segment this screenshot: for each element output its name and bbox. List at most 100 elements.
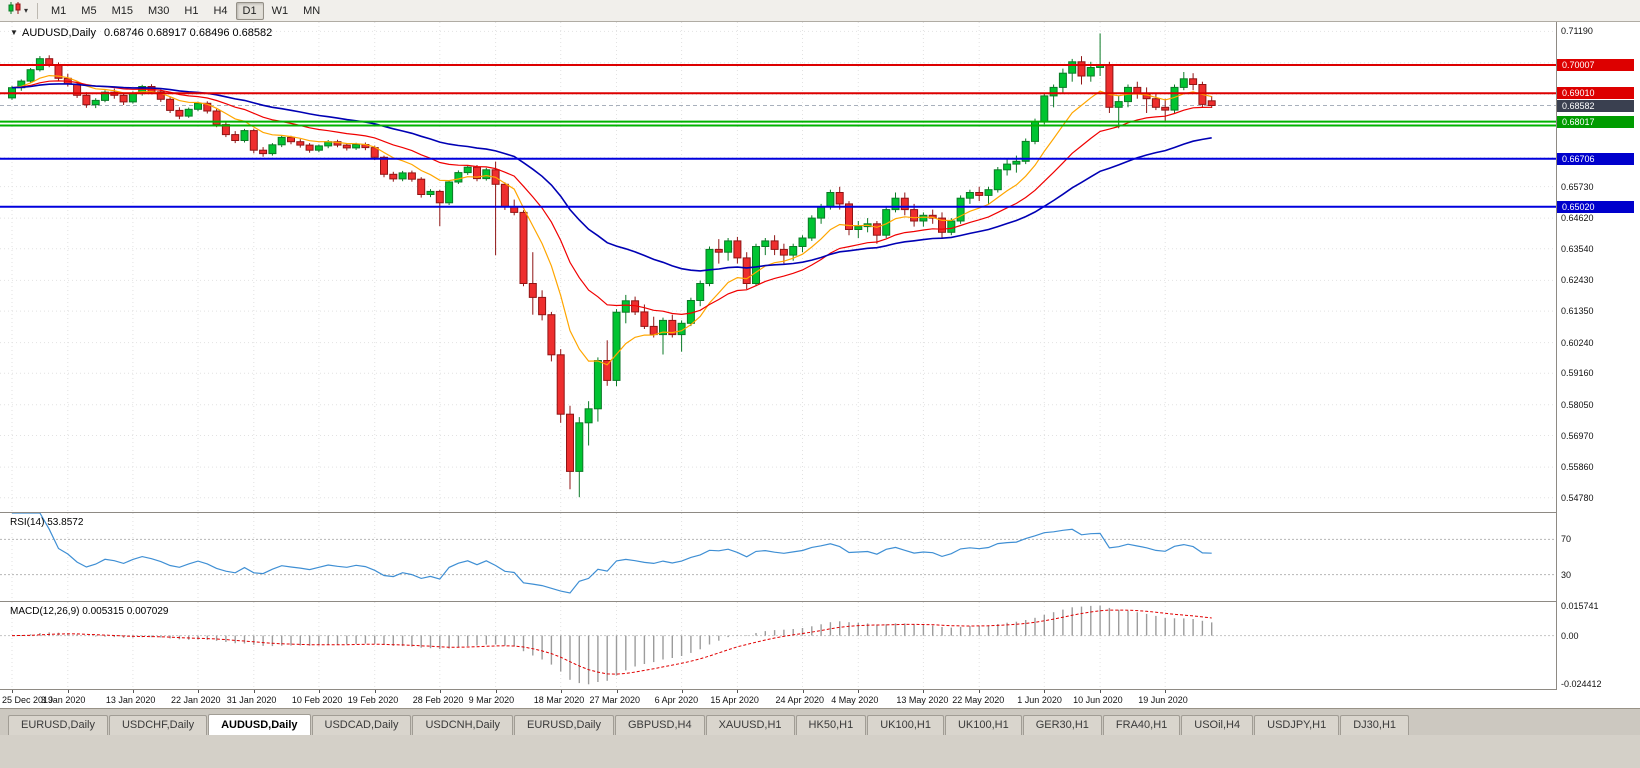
price-axis-label: 0.71190 xyxy=(1561,26,1593,37)
timeframe-button-m15[interactable]: M15 xyxy=(111,4,133,17)
date-tick xyxy=(616,690,618,693)
chevron-down-icon: ▾ xyxy=(24,6,29,15)
price-line-label: 0.65020 xyxy=(1557,200,1634,213)
tab-usoil-h4[interactable]: USOil,H4 xyxy=(1181,715,1254,735)
date-label: 4 May 2020 xyxy=(831,695,879,705)
timeframe-button-h1[interactable]: H1 xyxy=(184,4,199,17)
price-axis-label: 0.58050 xyxy=(1561,399,1594,410)
date-label: 27 Mar 2020 xyxy=(589,695,641,705)
tab-usdcad-daily[interactable]: USDCAD,Daily xyxy=(311,715,412,735)
price-line-label: 0.66706 xyxy=(1557,152,1634,165)
panel-separator[interactable] xyxy=(0,512,1640,513)
chart-type-dropdown[interactable]: ▾ xyxy=(4,0,31,21)
date-tick xyxy=(1044,690,1046,693)
date-label: 15 Apr 2020 xyxy=(710,695,759,705)
date-tick xyxy=(12,690,13,693)
price-axis-label: 0.63540 xyxy=(1561,243,1594,254)
axis-separator xyxy=(0,689,1640,690)
timeframe-button-w1[interactable]: W1 xyxy=(271,4,289,17)
rsi-level-label: 30 xyxy=(1561,569,1572,580)
tab-usdcnh-daily[interactable]: USDCNH,Daily xyxy=(412,715,514,735)
price-axis-label: 0.65730 xyxy=(1561,181,1594,192)
macd-scale-label: 0.015741 xyxy=(1561,601,1599,611)
macd-scale-label: -0.024412 xyxy=(1561,678,1602,689)
date-label: 10 Feb 2020 xyxy=(291,695,343,705)
date-tick xyxy=(318,690,320,693)
date-tick xyxy=(802,690,804,693)
price-axis-label: 0.54780 xyxy=(1561,492,1594,503)
tab-audusd-daily[interactable]: AUDUSD,Daily xyxy=(208,714,311,735)
macd-panel[interactable]: MACD(12,26,9) 0.005315 0.007029 xyxy=(0,602,1556,689)
rsi-chart[interactable] xyxy=(0,513,1556,601)
price-scale[interactable]: 0.71190 0.65730 0.64620 0.63540 0.62430 0.613… xyxy=(1557,22,1640,690)
tab-hk50-h1[interactable]: HK50,H1 xyxy=(795,715,867,735)
timeframe-button-mn[interactable]: MN xyxy=(303,4,321,17)
date-label: 19 Jun 2020 xyxy=(1138,695,1188,705)
date-label: 13 May 2020 xyxy=(896,695,949,705)
price-chart-panel[interactable]: ▼ AUDUSD,Daily 0.68746 0.68917 0.68496 0… xyxy=(0,22,1556,512)
date-label: 1 Jun 2020 xyxy=(1017,695,1062,705)
date-label: 25 Dec 2019 xyxy=(2,695,54,705)
date-tick xyxy=(439,690,441,693)
price-axis-label: 0.61350 xyxy=(1561,306,1594,317)
price-line-label: 0.70007 xyxy=(1557,59,1634,71)
date-label: 22 Jan 2020 xyxy=(171,695,221,705)
timeframe-button-m1[interactable]: M1 xyxy=(51,4,67,17)
date-label: 18 Mar 2020 xyxy=(533,695,585,705)
date-tick xyxy=(1100,690,1102,693)
date-label: 13 Jan 2020 xyxy=(105,695,156,705)
chart-collapse-icon[interactable]: ▼ xyxy=(10,28,18,37)
tab-eurusd-daily[interactable]: EURUSD,Daily xyxy=(514,715,614,735)
toolbar: ▾ M1 M5 M15 M30 H1 H4 D1 W1 MN xyxy=(0,0,1640,22)
price-axis-label: 0.64620 xyxy=(1561,213,1594,224)
price-axis-label: 0.59160 xyxy=(1561,368,1594,379)
date-tick xyxy=(1165,690,1167,693)
macd-scale-label: 0.00 xyxy=(1561,630,1579,641)
macd-chart[interactable] xyxy=(0,602,1556,689)
price-axis-label: 0.56970 xyxy=(1561,430,1594,441)
tab-uk100-h1[interactable]: UK100,H1 xyxy=(867,715,944,735)
date-label: 22 May 2020 xyxy=(952,695,1005,705)
timeframe-button-h4[interactable]: H4 xyxy=(213,4,228,17)
tab-ger30-h1[interactable]: GER30,H1 xyxy=(1022,715,1102,735)
date-label: 9 Mar 2020 xyxy=(468,695,515,705)
date-tick xyxy=(737,690,739,693)
price-axis-label: 0.62430 xyxy=(1561,275,1594,286)
toolbar-separator xyxy=(37,2,39,19)
candlestick-chart[interactable] xyxy=(0,22,1556,512)
tab-fra40-h1[interactable]: FRA40,H1 xyxy=(1102,715,1181,735)
rsi-level-label: 70 xyxy=(1561,534,1572,545)
tab-usdjpy-h1[interactable]: USDJPY,H1 xyxy=(1254,715,1340,735)
date-label: 31 Jan 2020 xyxy=(226,695,277,705)
date-tick xyxy=(560,690,562,693)
date-tick xyxy=(495,690,497,693)
rsi-panel[interactable]: RSI(14) 53.8572 xyxy=(0,513,1556,601)
timeframe-button-m30[interactable]: M30 xyxy=(147,4,170,17)
date-label: 10 Jun 2020 xyxy=(1073,695,1123,705)
price-axis-label: 0.55860 xyxy=(1561,462,1594,473)
price-axis-label: 0.60240 xyxy=(1561,337,1594,348)
tab-eurusd-daily[interactable]: EURUSD,Daily xyxy=(8,715,108,735)
date-axis[interactable]: 25 Dec 2019 3 Jan 2020 13 Jan 2020 22 Jan 2… xyxy=(0,690,1640,708)
date-tick xyxy=(681,690,683,693)
date-label: 19 Feb 2020 xyxy=(347,695,399,705)
timeframe-buttons: M1 M5 M15 M30 H1 H4 D1 W1 MN xyxy=(44,1,327,20)
rsi-label: RSI(14) 53.8572 xyxy=(10,517,84,528)
timeframe-button-m5[interactable]: M5 xyxy=(81,4,97,17)
date-tick xyxy=(132,690,134,693)
tab-gbpusd-h4[interactable]: GBPUSD,H4 xyxy=(615,715,705,735)
price-line-label: 0.68017 xyxy=(1557,115,1634,128)
timeframe-button-d1[interactable]: D1 xyxy=(235,1,264,20)
panel-separator[interactable] xyxy=(0,601,1640,602)
tab-dj30-h1[interactable]: DJ30,H1 xyxy=(1340,715,1410,735)
tab-uk100-h1[interactable]: UK100,H1 xyxy=(944,715,1022,735)
date-tick xyxy=(923,690,925,693)
tab-xauusd-h1[interactable]: XAUUSD,H1 xyxy=(705,715,795,735)
scale-divider xyxy=(1556,22,1557,690)
candlestick-chart-icon xyxy=(7,1,23,20)
tab-usdchf-daily[interactable]: USDCHF,Daily xyxy=(108,715,208,735)
date-tick xyxy=(374,690,376,693)
date-tick xyxy=(198,690,199,693)
chart-title-symbol: AUDUSD,Daily xyxy=(22,27,96,39)
